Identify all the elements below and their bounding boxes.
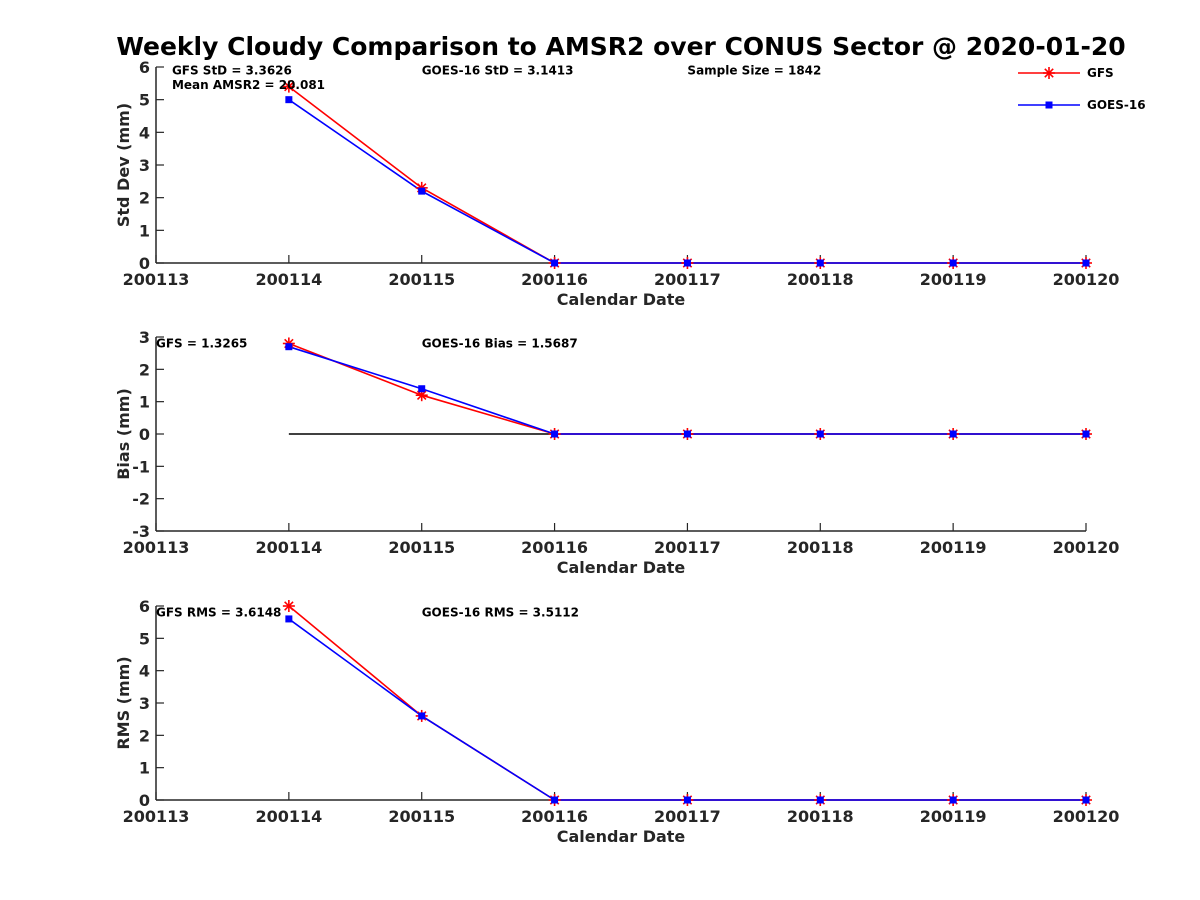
std-dev-goes16-point [418, 187, 426, 195]
rms-y-tick-label: 6 [139, 597, 150, 616]
bias-y-tick-label: -1 [132, 457, 150, 476]
std-dev-y-tick-label: 6 [139, 58, 150, 77]
bias-x-tick-label: 200120 [1053, 538, 1120, 557]
rms-x-tick-label: 200116 [521, 807, 588, 826]
bias-goes16-point [816, 430, 824, 438]
rms-annotation: GOES-16 RMS = 3.5112 [422, 605, 579, 619]
std-dev-y-tick-label: 5 [139, 91, 150, 110]
rms-panel: 0 1 2 3 4 5 6 200113 200114 200115 200116 200117 200… [114, 597, 1119, 846]
legend-gfs-label: GFS [1087, 66, 1114, 80]
rms-goes16-point [683, 796, 691, 804]
bias-y-tick-label: -2 [132, 490, 150, 509]
std-dev-x-axis-label: Calendar Date [557, 290, 686, 309]
rms-y-tick-label: 2 [139, 726, 150, 745]
bias-x-tick-label: 200116 [521, 538, 588, 557]
std-dev-y-tick-label: 3 [139, 156, 150, 175]
bias-x-tick-label: 200114 [255, 538, 322, 557]
rms-y-axis-label: RMS (mm) [114, 656, 133, 749]
std-dev-y-axis-label: Std Dev (mm) [114, 103, 133, 227]
std-dev-x-tick-label: 200113 [123, 270, 190, 289]
std-dev-x-tick-label: 200120 [1053, 270, 1120, 289]
std-dev-goes16-point [285, 96, 293, 104]
chart-title: Weekly Cloudy Comparison to AMSR2 over C… [116, 32, 1125, 61]
rms-y-tick-label: 3 [139, 694, 150, 713]
bias-y-tick-label: 0 [139, 425, 150, 444]
bias-y-tick-label: 2 [139, 360, 150, 379]
std-dev-gfs-point [282, 80, 295, 93]
bias-goes16-point [285, 343, 293, 351]
legend-goes16-label: GOES-16 [1087, 98, 1146, 112]
std-dev-goes16-point [1082, 259, 1090, 267]
bias-y-axis-label: Bias (mm) [114, 388, 133, 480]
std-dev-y-tick-label: 4 [139, 123, 150, 142]
rms-y-tick-label: 4 [139, 662, 150, 681]
rms-x-tick-label: 200120 [1053, 807, 1120, 826]
rms-gfs-point [282, 600, 295, 612]
bias-goes16-point [1082, 430, 1090, 438]
rms-goes16-point [816, 796, 824, 804]
rms-x-tick-label: 200117 [654, 807, 721, 826]
std-dev-goes16-point [683, 259, 691, 267]
rms-goes16-point [1082, 796, 1090, 804]
rms-goes16-line [288, 618, 1086, 801]
bias-goes16-point [683, 430, 691, 438]
std-dev-panel: 0 1 2 3 4 5 6 200113 200114 200115 200116 200117 200… [114, 58, 1119, 309]
bias-x-tick-label: 200119 [920, 538, 987, 557]
std-dev-goes16-point [551, 259, 559, 267]
bias-y-tick-label: -3 [132, 522, 150, 541]
rms-x-tick-label: 200113 [123, 807, 190, 826]
bias-annotation: GFS = 1.3265 [156, 336, 247, 350]
rms-goes16-point [551, 796, 559, 804]
std-dev-x-tick-label: 200118 [787, 270, 854, 289]
std-dev-goes16-point [949, 259, 957, 267]
rms-gfs-line [288, 605, 1086, 801]
std-dev-x-tick-label: 200115 [388, 270, 455, 289]
legend-entry-goes16: GOES-16 [1018, 98, 1146, 112]
bias-x-axis-label: Calendar Date [557, 558, 686, 577]
std-dev-annotation: Sample Size = 1842 [687, 63, 821, 77]
std-dev-annotation: GOES-16 StD = 3.1413 [422, 63, 574, 77]
bias-goes16-point [551, 430, 559, 438]
rms-x-tick-label: 200114 [255, 807, 322, 826]
legend-gfs-marker [1043, 67, 1055, 79]
std-dev-x-tick-label: 200116 [521, 270, 588, 289]
std-dev-gfs-line [288, 85, 1086, 264]
rms-x-tick-label: 200115 [388, 807, 455, 826]
bias-x-tick-label: 200115 [388, 538, 455, 557]
bias-goes16-point [949, 430, 957, 438]
rms-goes16-point [418, 712, 426, 720]
bias-y-tick-label: 3 [139, 328, 150, 347]
legend-entry-gfs: GFS [1018, 66, 1114, 80]
std-dev-y-tick-label: 1 [139, 221, 150, 240]
bias-x-tick-label: 200117 [654, 538, 721, 557]
legend-goes16-marker [1045, 101, 1053, 109]
std-dev-goes16-point [816, 259, 824, 267]
std-dev-goes16-line [288, 99, 1086, 264]
std-dev-x-tick-label: 200114 [255, 270, 322, 289]
std-dev-y-tick-label: 2 [139, 189, 150, 208]
legend: GFS GOES-16 [1018, 66, 1146, 112]
bias-panel: -3 -2 -1 0 1 2 3 200113 200114 200115 200116 200117… [114, 328, 1119, 577]
rms-y-tick-label: 1 [139, 759, 150, 778]
std-dev-x-tick-label: 200119 [920, 270, 987, 289]
rms-x-tick-label: 200118 [787, 807, 854, 826]
rms-y-tick-label: 0 [139, 791, 150, 810]
std-dev-x-tick-label: 200117 [654, 270, 721, 289]
rms-x-tick-label: 200119 [920, 807, 987, 826]
bias-x-tick-label: 200118 [787, 538, 854, 557]
rms-goes16-point [285, 615, 293, 623]
bias-x-tick-label: 200113 [123, 538, 190, 557]
rms-goes16-point [949, 796, 957, 804]
bias-y-tick-label: 1 [139, 393, 150, 412]
bias-gfs-line [288, 342, 1086, 435]
rms-x-axis-label: Calendar Date [557, 827, 686, 846]
bias-annotation: GOES-16 Bias = 1.5687 [422, 336, 578, 350]
rms-annotation: GFS RMS = 3.6148 [156, 605, 281, 619]
std-dev-annotation: GFS StD = 3.3626 [172, 63, 292, 77]
std-dev-y-tick-label: 0 [139, 254, 150, 273]
bias-goes16-point [418, 385, 426, 393]
rms-y-tick-label: 5 [139, 629, 150, 648]
std-dev-annotation: Mean AMSR2 = 20.081 [172, 78, 325, 92]
